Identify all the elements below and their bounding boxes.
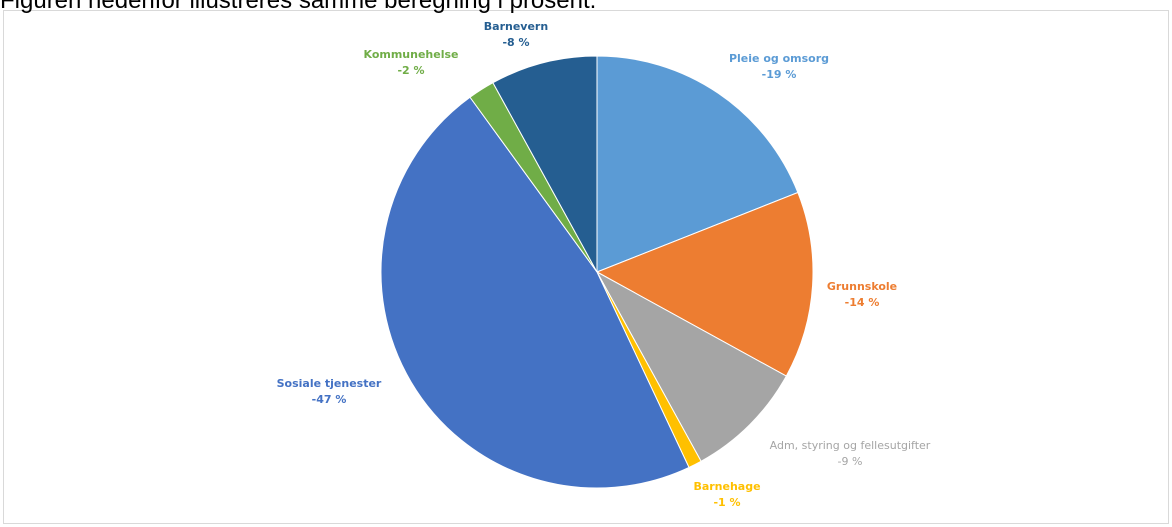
label-value: -2 % bbox=[397, 64, 424, 77]
label-adm-styring-og-fellesutgifter: Adm, styring og fellesutgifter -9 % bbox=[770, 439, 931, 468]
slice-pleie-og-omsorg bbox=[596, 55, 799, 273]
label-grunnskole: Grunnskole -14 % bbox=[827, 280, 897, 309]
slice-barnevern bbox=[492, 55, 598, 273]
slice-adm-styring-og-fellesutgifter bbox=[595, 270, 787, 462]
label-value: -14 % bbox=[845, 296, 880, 309]
slice-grunnskole bbox=[595, 191, 814, 377]
label-value: -1 % bbox=[713, 496, 740, 509]
label-kommunehelse: Kommunehelse -2 % bbox=[363, 48, 458, 77]
label-barnehage: Barnehage -1 % bbox=[693, 480, 760, 509]
label-category: Pleie og omsorg bbox=[729, 52, 829, 65]
label-category: Adm, styring og fellesutgifter bbox=[770, 439, 931, 452]
label-pleie-og-omsorg: Pleie og omsorg -19 % bbox=[729, 52, 829, 81]
label-value: -47 % bbox=[312, 393, 347, 406]
label-category: Barnehage bbox=[693, 480, 760, 493]
label-category: Grunnskole bbox=[827, 280, 897, 293]
label-category: Kommunehelse bbox=[363, 48, 458, 61]
label-value: -19 % bbox=[762, 68, 797, 81]
label-category: Sosiale tjenester bbox=[277, 377, 382, 390]
label-barnevern: Barnevern -8 % bbox=[484, 20, 548, 49]
slice-sosiale-tjenester bbox=[380, 96, 690, 489]
label-value: -9 % bbox=[838, 455, 863, 468]
label-value: -8 % bbox=[502, 36, 529, 49]
label-category: Barnevern bbox=[484, 20, 548, 33]
pie-labels: Pleie og omsorg -19 % Grunnskole -14 % Adm, … bbox=[277, 20, 931, 509]
label-sosiale-tjenester: Sosiale tjenester -47 % bbox=[277, 377, 382, 406]
intro-text: Figuren nedenfor illustreres samme bereg… bbox=[0, 0, 597, 14]
pie-slices bbox=[380, 55, 814, 489]
